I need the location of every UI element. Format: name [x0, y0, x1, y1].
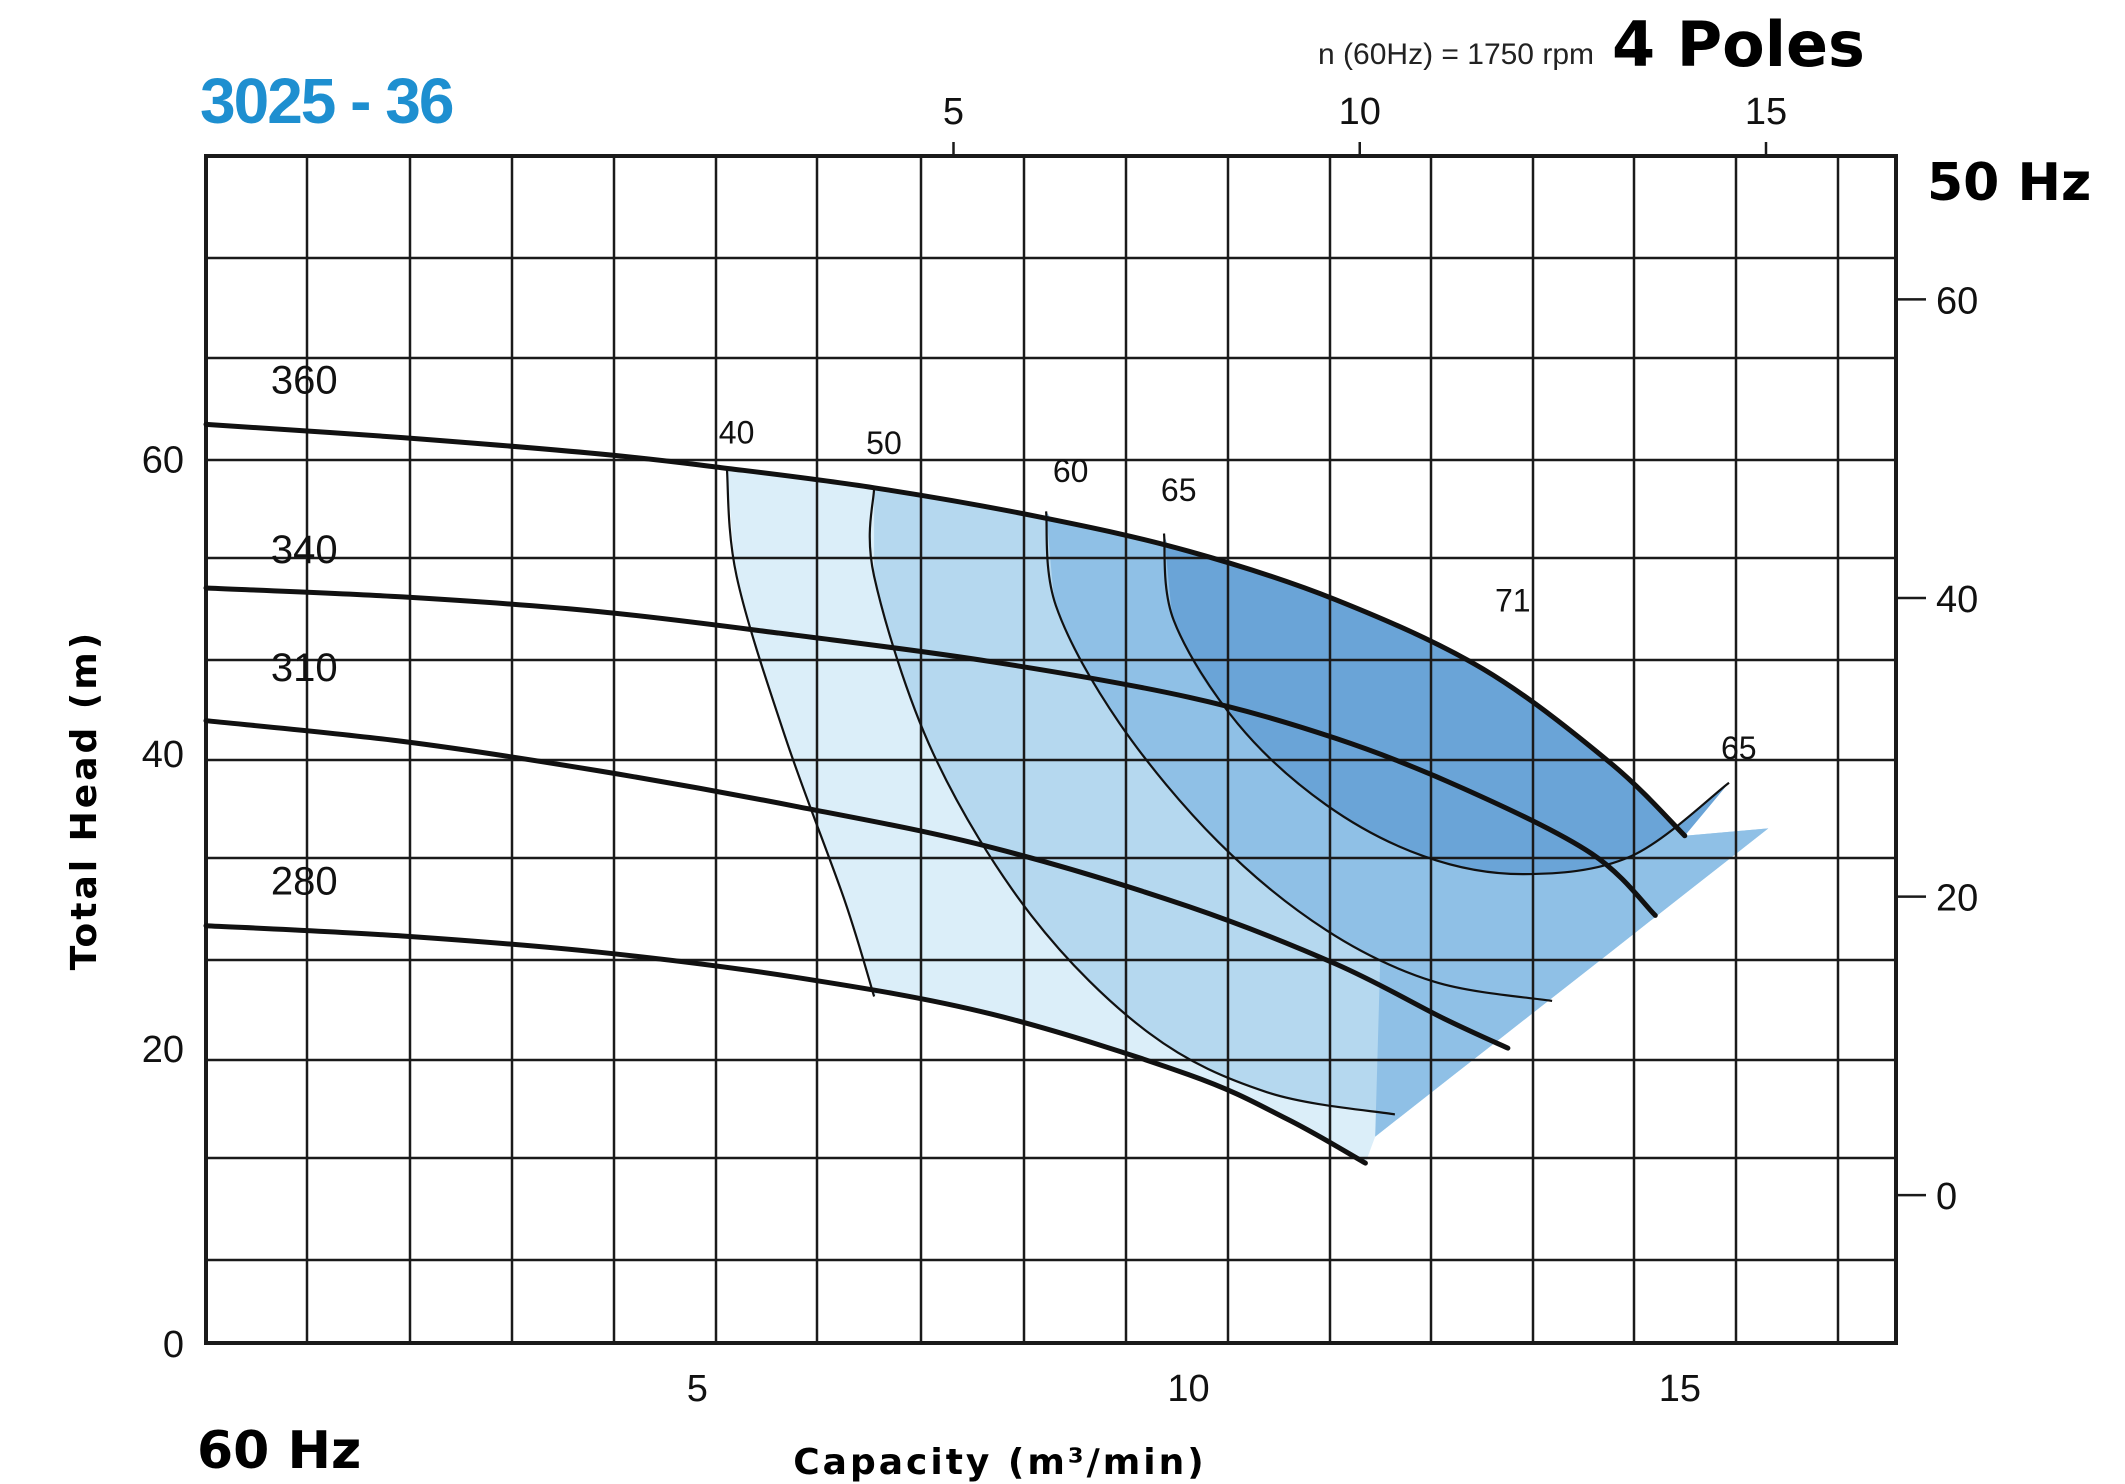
impeller-curve-310 [203, 718, 1511, 1051]
x-tick-label-15: 15 [1659, 1368, 1701, 1410]
y2-tick-label-40: 40 [1936, 579, 1978, 621]
efficiency-curve-60-2 [1045, 511, 1553, 1002]
impeller-curve-340 [203, 585, 1658, 918]
model-title: 3025 - 36 [200, 65, 453, 137]
x2-tick-label-10: 10 [1339, 91, 1381, 133]
x-axis-title: Capacity (m³/min) [793, 1442, 1206, 1483]
curve-label-310-2: 310 [271, 646, 338, 690]
freq-60hz-label: 60 Hz [197, 1421, 361, 1481]
y-tick-label-60: 60 [142, 439, 184, 481]
impeller-curve-360 [203, 421, 1688, 839]
poles-label: 4 Poles [1612, 8, 1865, 81]
curve-label-280-3: 280 [271, 860, 338, 904]
impeller-curve-280 [203, 923, 1368, 1166]
y2-tick-label-60: 60 [1936, 280, 1978, 322]
x2-tick-label-15: 15 [1745, 91, 1787, 133]
curve-label-50-5: 50 [866, 425, 902, 461]
efficiency-zones [726, 467, 1769, 1164]
plot-frame [204, 154, 1898, 1345]
x2-tick-label-5: 5 [943, 91, 964, 133]
curve-label-65-9: 65 [1721, 730, 1757, 766]
y2-tick-label-0: 0 [1936, 1176, 1957, 1218]
impeller-curves [203, 421, 1688, 1166]
efficiency-curve-50-1 [868, 487, 1396, 1116]
axis-ticks: 5 10 15 0 20 40 60 5 10 15 0 20 40 60 [142, 91, 1979, 1410]
y-axis-title: Total Head (m) [64, 630, 105, 970]
chart-grid [204, 154, 1898, 1345]
y-tick-label-0: 0 [163, 1324, 184, 1366]
curve-label-60-6: 60 [1053, 453, 1089, 489]
efficiency-curves [725, 467, 1730, 1116]
curve-label-71-8: 71 [1495, 583, 1531, 619]
freq-50hz-label: 50 Hz [1927, 153, 2091, 213]
efficiency-curve-65-3 [1162, 533, 1730, 876]
curve-label-40-4: 40 [719, 415, 755, 451]
efficiency-curve-40-0 [725, 467, 876, 997]
curve-labels: 360 340 310 280 40 50 60 65 71 65 [271, 358, 1757, 903]
speed-label: n (60Hz) = 1750 rpm [1318, 38, 1594, 71]
y-tick-label-20: 20 [142, 1029, 184, 1071]
curve-label-65-7: 65 [1161, 472, 1197, 508]
x-tick-label-10: 10 [1167, 1368, 1209, 1410]
curve-label-340-1: 340 [271, 528, 338, 572]
y-tick-label-40: 40 [142, 734, 184, 776]
curve-label-360-0: 360 [271, 358, 338, 402]
x-tick-label-5: 5 [687, 1368, 708, 1410]
y2-tick-label-20: 20 [1936, 878, 1978, 920]
